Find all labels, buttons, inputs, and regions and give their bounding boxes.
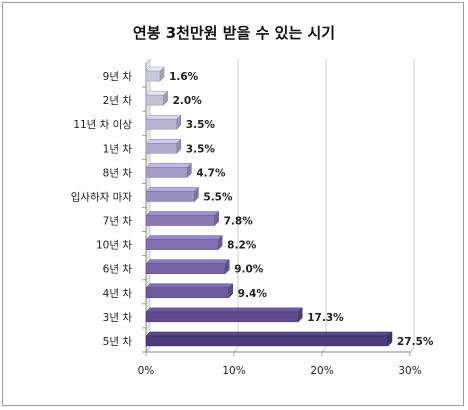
value-label: 2.0% <box>173 95 203 107</box>
category-label: 2년 차 <box>103 95 133 107</box>
bar-top <box>145 307 303 313</box>
bar-end <box>387 331 393 347</box>
bar-top <box>145 259 230 264</box>
gridline-floor <box>321 347 327 353</box>
bar-top <box>145 211 220 216</box>
value-label: 9.4% <box>238 288 268 300</box>
bar-end <box>214 210 219 227</box>
x-tick-label: 10% <box>222 365 245 377</box>
bar <box>145 311 299 323</box>
chart-title: 연봉 3천만원 받을 수 있는 시기 <box>132 24 336 42</box>
category-label: 5년 차 <box>103 336 133 348</box>
bar-end <box>176 138 182 154</box>
value-label: 27.5% <box>397 336 434 348</box>
bar-end <box>228 283 233 299</box>
bar <box>145 167 188 178</box>
bar <box>145 263 226 274</box>
bar-end <box>159 66 165 82</box>
category-label: 3년 차 <box>103 312 133 324</box>
bar <box>145 335 389 347</box>
bar <box>145 143 178 154</box>
x-tick-label: 20% <box>310 365 333 377</box>
bar <box>145 118 178 130</box>
bar-top <box>145 114 182 120</box>
bar-end <box>224 259 230 275</box>
value-label: 1.6% <box>169 71 199 83</box>
bar-end <box>176 114 182 130</box>
bar-top <box>145 331 393 337</box>
value-label: 3.5% <box>186 143 216 155</box>
bar-top <box>145 139 182 144</box>
bar <box>145 215 215 226</box>
value-label: 7.8% <box>224 216 254 228</box>
bar-end <box>194 186 199 203</box>
category-label: 4년 차 <box>103 288 133 300</box>
bar <box>145 239 219 250</box>
category-label: 6년 차 <box>103 264 133 276</box>
bar-end <box>217 235 223 251</box>
category-label: 9년 차 <box>103 71 133 83</box>
category-label: 10년 차 <box>96 240 132 252</box>
bar <box>145 191 195 202</box>
value-label: 5.5% <box>203 191 233 203</box>
bar <box>145 94 164 106</box>
x-tick-label: 30% <box>398 365 421 377</box>
value-label: 3.5% <box>186 119 216 131</box>
category-label: 8년 차 <box>103 167 133 179</box>
gridline-floor <box>233 347 239 353</box>
gridline-floor <box>409 347 415 353</box>
category-label: 1년 차 <box>103 143 133 155</box>
bar <box>145 287 229 299</box>
bar-end <box>297 307 303 323</box>
bar <box>145 70 161 82</box>
value-label: 4.7% <box>196 167 226 179</box>
x-tick-label: 0% <box>138 365 155 377</box>
category-label: 7년 차 <box>103 216 133 228</box>
value-label: 9.0% <box>234 264 264 276</box>
value-label: 8.2% <box>227 240 257 252</box>
value-label: 17.3% <box>307 312 344 324</box>
category-label: 입사하자 마자 <box>71 190 133 203</box>
category-label: 11년 차 이상 <box>73 119 132 131</box>
bar-top <box>145 283 234 289</box>
bar-top <box>145 235 223 240</box>
bar-top <box>145 187 200 192</box>
bar-end <box>187 162 192 178</box>
bar-end <box>163 90 168 106</box>
bar-top <box>145 163 192 168</box>
